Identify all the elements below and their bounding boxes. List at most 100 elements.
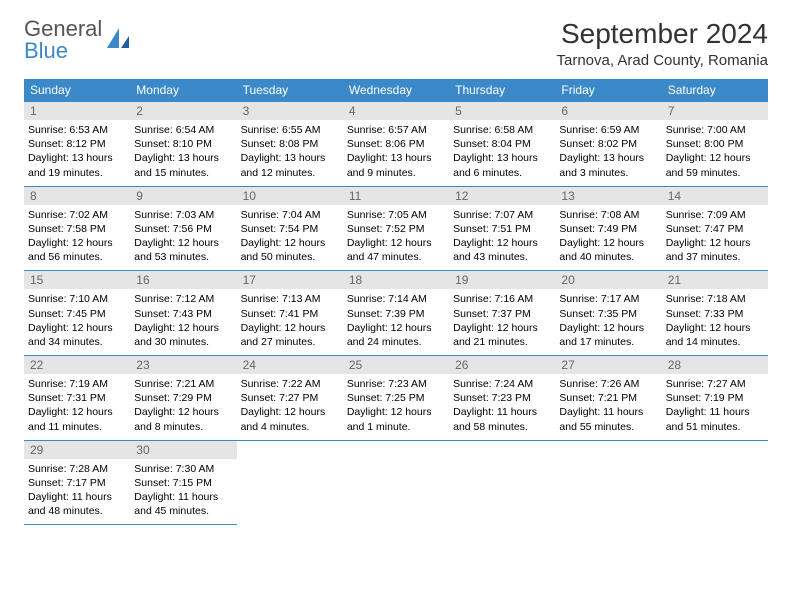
day-data-cell xyxy=(343,459,449,525)
cell-line: Daylight: 13 hours xyxy=(28,151,126,165)
day-data-cell: Sunrise: 7:10 AMSunset: 7:45 PMDaylight:… xyxy=(24,289,130,355)
day-data-cell: Sunrise: 7:22 AMSunset: 7:27 PMDaylight:… xyxy=(237,374,343,440)
cell-line: Sunrise: 7:07 AM xyxy=(453,208,551,222)
cell-line: Daylight: 11 hours xyxy=(559,405,657,419)
cell-line: and 11 minutes. xyxy=(28,420,126,434)
cell-line: Sunrise: 7:05 AM xyxy=(347,208,445,222)
cell-line: and 53 minutes. xyxy=(134,250,232,264)
cell-line: Sunrise: 7:16 AM xyxy=(453,292,551,306)
cell-line: Sunset: 7:37 PM xyxy=(453,307,551,321)
cell-line: and 1 minute. xyxy=(347,420,445,434)
day-number-cell: 27 xyxy=(555,356,661,375)
cell-line: Sunset: 7:27 PM xyxy=(241,391,339,405)
cell-line: Sunrise: 7:03 AM xyxy=(134,208,232,222)
cell-line: and 47 minutes. xyxy=(347,250,445,264)
day-data-cell: Sunrise: 7:14 AMSunset: 7:39 PMDaylight:… xyxy=(343,289,449,355)
daynum-row: 15161718192021 xyxy=(24,271,768,290)
cell-line: and 50 minutes. xyxy=(241,250,339,264)
cell-line: Daylight: 12 hours xyxy=(347,405,445,419)
cell-line: Sunset: 7:45 PM xyxy=(28,307,126,321)
cell-line: Daylight: 13 hours xyxy=(241,151,339,165)
cell-line: and 30 minutes. xyxy=(134,335,232,349)
cell-line: Daylight: 12 hours xyxy=(28,321,126,335)
cell-line: and 8 minutes. xyxy=(134,420,232,434)
cell-line: Sunset: 7:15 PM xyxy=(134,476,232,490)
cell-line: Daylight: 13 hours xyxy=(134,151,232,165)
week-row: Sunrise: 6:53 AMSunset: 8:12 PMDaylight:… xyxy=(24,120,768,186)
cell-line: Sunrise: 7:19 AM xyxy=(28,377,126,391)
cell-line: and 48 minutes. xyxy=(28,504,126,518)
day-header-cell: Friday xyxy=(555,79,661,102)
day-number-cell: 9 xyxy=(130,186,236,205)
cell-line: Sunrise: 7:30 AM xyxy=(134,462,232,476)
cell-line: Daylight: 13 hours xyxy=(559,151,657,165)
day-data-cell: Sunrise: 7:21 AMSunset: 7:29 PMDaylight:… xyxy=(130,374,236,440)
cell-line: and 3 minutes. xyxy=(559,166,657,180)
day-data-cell: Sunrise: 7:27 AMSunset: 7:19 PMDaylight:… xyxy=(662,374,768,440)
month-title: September 2024 xyxy=(556,18,768,50)
cell-line: Daylight: 12 hours xyxy=(347,321,445,335)
cell-line: Sunrise: 6:59 AM xyxy=(559,123,657,137)
day-number-cell: 26 xyxy=(449,356,555,375)
day-data-cell: Sunrise: 6:55 AMSunset: 8:08 PMDaylight:… xyxy=(237,120,343,186)
cell-line: Sunset: 8:00 PM xyxy=(666,137,764,151)
week-row: Sunrise: 7:28 AMSunset: 7:17 PMDaylight:… xyxy=(24,459,768,525)
day-number-cell xyxy=(343,440,449,459)
cell-line: Sunrise: 7:09 AM xyxy=(666,208,764,222)
cell-line: Sunrise: 7:08 AM xyxy=(559,208,657,222)
cell-line: Sunrise: 7:02 AM xyxy=(28,208,126,222)
day-number-cell: 13 xyxy=(555,186,661,205)
cell-line: Sunset: 7:52 PM xyxy=(347,222,445,236)
cell-line: and 14 minutes. xyxy=(666,335,764,349)
day-data-cell xyxy=(555,459,661,525)
day-data-cell: Sunrise: 7:24 AMSunset: 7:23 PMDaylight:… xyxy=(449,374,555,440)
day-number-cell: 11 xyxy=(343,186,449,205)
cell-line: Sunset: 7:47 PM xyxy=(666,222,764,236)
day-data-cell: Sunrise: 6:58 AMSunset: 8:04 PMDaylight:… xyxy=(449,120,555,186)
day-number-cell: 6 xyxy=(555,102,661,121)
cell-line: and 6 minutes. xyxy=(453,166,551,180)
cell-line: Daylight: 12 hours xyxy=(666,151,764,165)
cell-line: Sunset: 7:35 PM xyxy=(559,307,657,321)
day-data-cell xyxy=(237,459,343,525)
cell-line: Daylight: 11 hours xyxy=(134,490,232,504)
cell-line: Daylight: 12 hours xyxy=(559,321,657,335)
day-data-cell: Sunrise: 7:07 AMSunset: 7:51 PMDaylight:… xyxy=(449,205,555,271)
cell-line: Sunset: 8:08 PM xyxy=(241,137,339,151)
cell-line: Sunset: 7:49 PM xyxy=(559,222,657,236)
cell-line: and 9 minutes. xyxy=(347,166,445,180)
cell-line: Sunrise: 7:12 AM xyxy=(134,292,232,306)
brand-logo: General Blue xyxy=(24,18,131,62)
cell-line: and 34 minutes. xyxy=(28,335,126,349)
brand-line2: Blue xyxy=(24,38,68,63)
cell-line: Sunset: 7:31 PM xyxy=(28,391,126,405)
day-data-cell: Sunrise: 6:54 AMSunset: 8:10 PMDaylight:… xyxy=(130,120,236,186)
cell-line: Daylight: 12 hours xyxy=(453,321,551,335)
cell-line: Sunset: 8:06 PM xyxy=(347,137,445,151)
cell-line: and 4 minutes. xyxy=(241,420,339,434)
day-number-cell xyxy=(449,440,555,459)
cell-line: Daylight: 12 hours xyxy=(453,236,551,250)
cell-line: Sunrise: 7:14 AM xyxy=(347,292,445,306)
day-number-cell: 20 xyxy=(555,271,661,290)
day-number-cell: 3 xyxy=(237,102,343,121)
day-number-cell: 8 xyxy=(24,186,130,205)
cell-line: Daylight: 12 hours xyxy=(28,405,126,419)
cell-line: Sunset: 7:56 PM xyxy=(134,222,232,236)
day-header-cell: Tuesday xyxy=(237,79,343,102)
title-block: September 2024 Tarnova, Arad County, Rom… xyxy=(556,18,768,69)
cell-line: and 37 minutes. xyxy=(666,250,764,264)
cell-line: Sunrise: 7:24 AM xyxy=(453,377,551,391)
cell-line: Sunset: 8:04 PM xyxy=(453,137,551,151)
day-data-cell: Sunrise: 6:57 AMSunset: 8:06 PMDaylight:… xyxy=(343,120,449,186)
cell-line: and 45 minutes. xyxy=(134,504,232,518)
day-number-cell: 30 xyxy=(130,440,236,459)
cell-line: Sunrise: 6:53 AM xyxy=(28,123,126,137)
cell-line: and 40 minutes. xyxy=(559,250,657,264)
cell-line: Sunset: 7:17 PM xyxy=(28,476,126,490)
day-data-cell: Sunrise: 6:59 AMSunset: 8:02 PMDaylight:… xyxy=(555,120,661,186)
cell-line: Sunrise: 7:18 AM xyxy=(666,292,764,306)
day-number-cell: 10 xyxy=(237,186,343,205)
day-data-cell: Sunrise: 7:19 AMSunset: 7:31 PMDaylight:… xyxy=(24,374,130,440)
cell-line: Sunset: 7:21 PM xyxy=(559,391,657,405)
